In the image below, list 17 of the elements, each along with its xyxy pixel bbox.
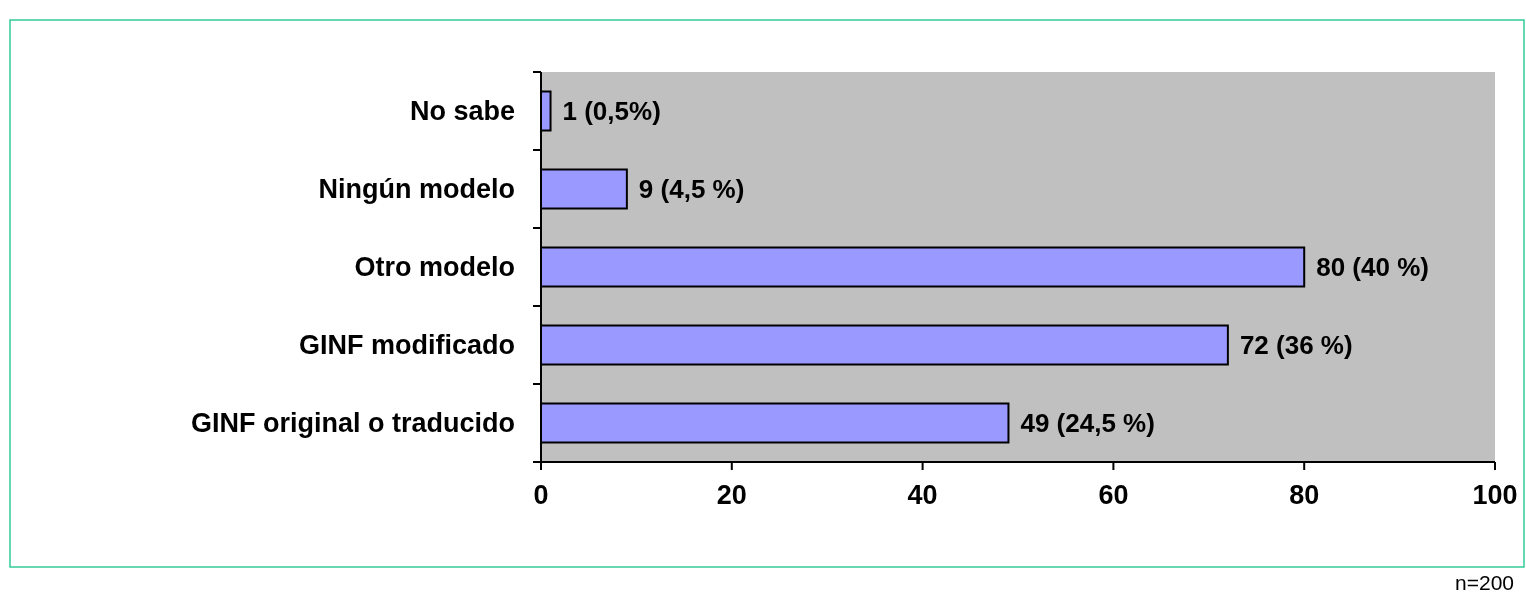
text: n=200 [1455, 571, 1514, 594]
y-tick-label: GINF original o traducido [191, 408, 515, 438]
y-tick-label: Ningún modelo [318, 174, 515, 204]
data-label: 72 (36 %) [1239, 330, 1353, 360]
x-tick-label: 20 [716, 480, 747, 510]
data-label: 80 (40 %) [1316, 252, 1429, 282]
y-tick-label: Otro modelo [354, 252, 515, 282]
x-tick-label: 0 [533, 480, 549, 510]
x-tick-label: 100 [1472, 480, 1518, 510]
data-label: 49 (24,5 %) [1020, 408, 1155, 438]
x-tick-label: 80 [1289, 480, 1320, 510]
y-tick-label: No sabe [409, 96, 515, 126]
data-label: 1 (0,5%) [562, 96, 661, 126]
y-tick-label: GINF modificado [299, 330, 515, 360]
x-tick-label: 60 [1098, 480, 1129, 510]
x-tick-label: 40 [907, 480, 938, 510]
data-label: 9 (4,5 %) [638, 174, 745, 204]
